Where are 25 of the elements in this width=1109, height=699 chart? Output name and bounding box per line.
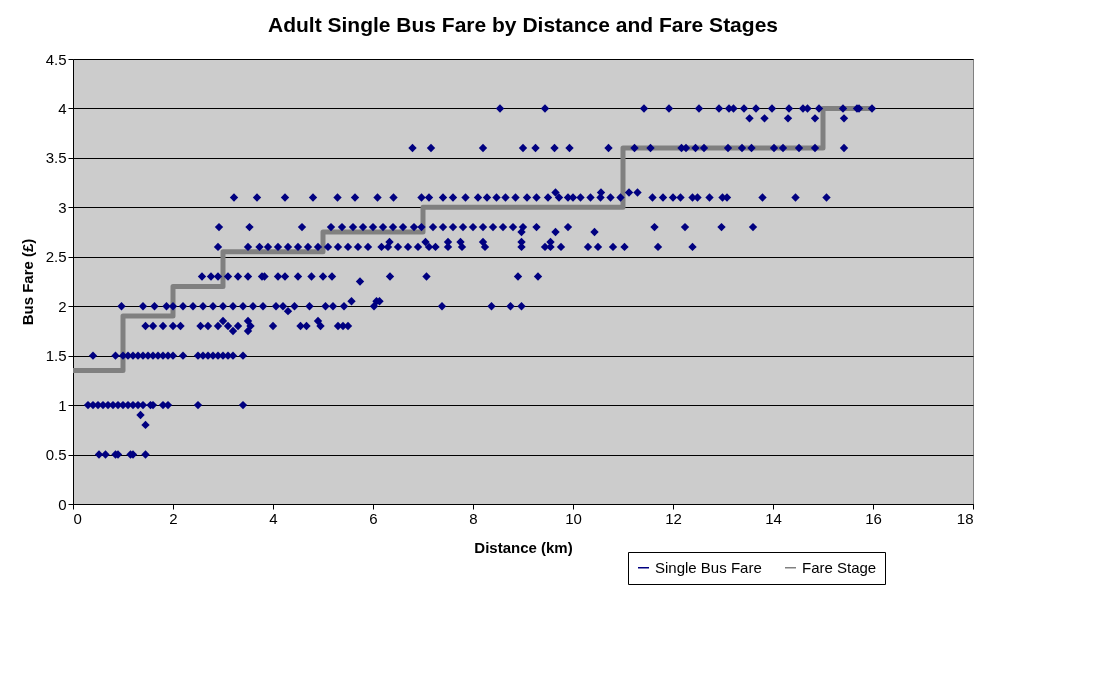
chart-title: Adult Single Bus Fare by Distance and Fare Stages [268,13,778,36]
y-tick-label: 3.5 [45,149,67,167]
x-tick-label: 8 [469,509,478,527]
y-tick-label: 0.5 [45,446,67,464]
x-tick-label: 2 [169,509,178,527]
x-tick-label: 14 [765,509,782,527]
x-tick-label: 12 [665,509,682,527]
x-tick-label: 6 [369,509,378,527]
y-tick-label: 2.5 [45,248,67,266]
x-tick-label: 0 [73,509,82,527]
y-tick-label: 3 [58,198,67,216]
y-tick-label: 0 [58,495,67,513]
y-tick-label: 1 [58,396,67,414]
x-axis-title: Distance (km) [474,538,573,556]
y-tick-label: 4 [58,99,67,117]
y-tick-label: 1.5 [45,347,67,365]
y-axis-title: Bus Fare (£) [18,238,36,326]
legend-label: Fare Stage [802,558,877,576]
y-tick-label: 4.5 [45,50,67,68]
legend-label: Single Bus Fare [655,558,762,576]
x-tick-label: 16 [865,509,882,527]
x-tick-label: 4 [269,509,278,527]
x-tick-label: 18 [956,509,974,527]
y-tick-label: 2 [58,297,67,315]
x-tick-label: 10 [565,509,582,527]
